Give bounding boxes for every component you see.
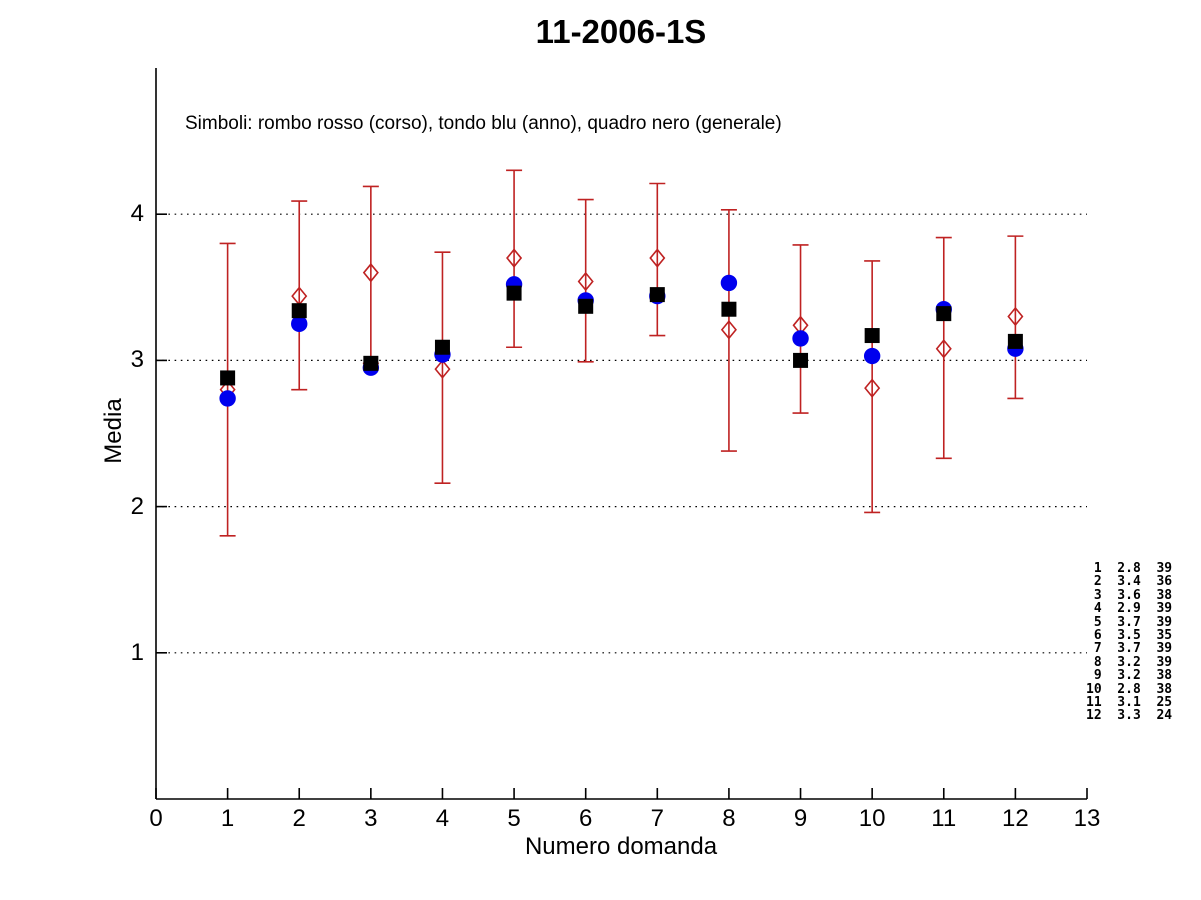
square-marker-generale (220, 370, 236, 386)
diamond-marker-corso (649, 248, 666, 268)
data-table-row: 6 3.5 35 (1086, 628, 1173, 644)
data-table-row: 2 3.4 36 (1086, 574, 1173, 590)
data-table-row: 1 2.8 39 (1086, 561, 1173, 576)
circle-marker-anno (792, 330, 809, 347)
data-table: 1 2.8 39 2 3.4 36 3 3.6 38 4 2.9 39 5 3.… (1086, 562, 1172, 723)
y-tick-label-4: 4 (130, 200, 144, 228)
data-table-row: 4 2.9 39 (1086, 601, 1173, 617)
square-marker-generale (291, 303, 307, 319)
square-marker-generale (434, 339, 450, 355)
diamond-marker-corso (362, 262, 379, 283)
x-tick-label-6: 6 (579, 805, 593, 832)
circle-marker-anno (720, 274, 738, 292)
x-tick-label-7: 7 (650, 805, 664, 832)
y-axis-label: Media (100, 398, 127, 464)
x-tick-label-5: 5 (507, 805, 521, 832)
chart-title: 11-2006-1S (535, 13, 707, 50)
square-marker-generale (864, 328, 880, 344)
circle-marker-anno (219, 390, 236, 407)
y-tick-label-2: 2 (130, 492, 144, 520)
x-tick-label-12: 12 (1002, 805, 1029, 832)
square-marker-generale (649, 287, 665, 303)
data-table-row: 12 3.3 24 (1086, 708, 1173, 724)
x-tick-label-8: 8 (722, 805, 736, 832)
square-marker-generale (721, 301, 737, 317)
circle-marker-anno (863, 347, 881, 365)
x-tick-label-13: 13 (1073, 805, 1101, 832)
data-table-row: 8 3.2 39 (1086, 654, 1173, 670)
x-tick-label-10: 10 (858, 805, 886, 832)
symbols-legend-text: Simboli: rombo rosso (corso), tondo blu … (185, 113, 782, 134)
y-tick-label-1: 1 (130, 638, 144, 666)
y-tick-label-3: 3 (130, 346, 144, 374)
x-tick-label-4: 4 (435, 805, 450, 832)
diamond-marker-corso (434, 359, 451, 379)
data-table-row: 9 3.2 38 (1086, 668, 1173, 684)
data-table-row: 11 3.1 25 (1086, 695, 1173, 711)
diamond-marker-corso (720, 319, 737, 340)
square-marker-generale (1007, 333, 1023, 349)
circle-marker-anno (291, 315, 308, 333)
data-table-row: 5 3.7 39 (1086, 614, 1173, 630)
square-marker-generale (578, 298, 594, 314)
square-marker-generale (363, 355, 379, 371)
diamond-marker-corso (864, 378, 881, 398)
data-table-row: 7 3.7 39 (1086, 641, 1173, 657)
x-tick-label-11: 11 (931, 805, 957, 832)
diamond-marker-corso (577, 271, 594, 292)
x-axis-label: Numero domanda (524, 833, 718, 860)
square-marker-generale (793, 352, 809, 368)
data-table-row: 3 3.6 38 (1086, 587, 1173, 603)
x-tick-label-3: 3 (364, 805, 378, 832)
x-tick-label-9: 9 (793, 805, 808, 832)
diamond-marker-corso (935, 338, 952, 359)
diamond-marker-corso (506, 248, 523, 268)
square-marker-generale (936, 306, 952, 322)
x-tick-label-1: 1 (220, 805, 235, 832)
x-tick-label-2: 2 (292, 805, 306, 832)
diamond-marker-corso (1007, 306, 1024, 327)
data-table-row: 10 2.8 38 (1086, 681, 1173, 697)
x-tick-label-0: 0 (149, 805, 163, 832)
square-marker-generale (506, 285, 522, 301)
